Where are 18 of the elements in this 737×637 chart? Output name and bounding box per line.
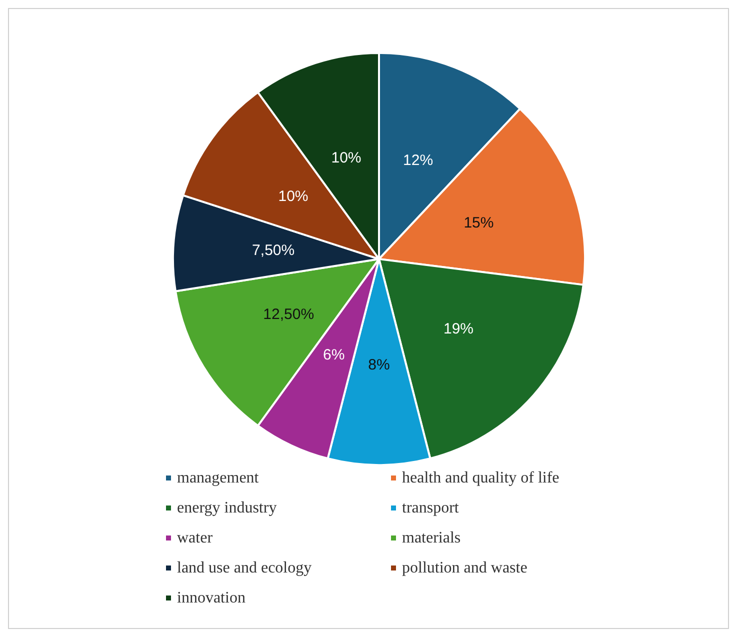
data-label: 15% xyxy=(464,214,494,232)
legend-label: water xyxy=(177,530,214,546)
legend-label: health and quality of life xyxy=(402,470,560,486)
data-label: 10% xyxy=(331,150,362,167)
data-label: 8% xyxy=(368,356,390,374)
data-label: 7,50% xyxy=(252,242,295,260)
legend-label: pollution and waste xyxy=(402,560,528,576)
data-label: 19% xyxy=(443,320,474,338)
data-label: 10% xyxy=(278,188,308,206)
legend-label: transport xyxy=(402,500,460,516)
data-label: 12% xyxy=(403,152,434,169)
legend-label: energy industry xyxy=(177,500,277,516)
legend-label: innovation xyxy=(177,590,246,606)
legend-label: land use and ecology xyxy=(177,560,312,576)
data-label: 12,50% xyxy=(263,306,314,323)
legend-label: materials xyxy=(402,530,461,546)
legend-label: management xyxy=(177,470,260,486)
data-label: 6% xyxy=(323,346,345,364)
